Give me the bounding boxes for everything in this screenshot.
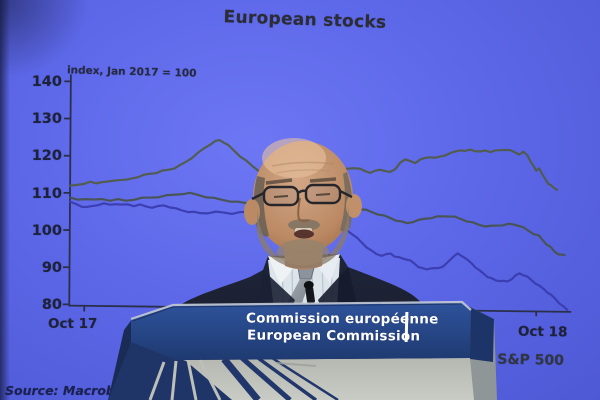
podium-navy-stripes [221, 356, 339, 400]
chin-beard [277, 239, 329, 265]
eye-right [315, 193, 331, 196]
podium-panel-seam [276, 362, 317, 367]
microphone-icon [303, 281, 315, 305]
screen-left-edge-shadow [0, 0, 10, 400]
y-tick-label: 90 [41, 259, 62, 276]
podium-sign-band [131, 302, 471, 360]
eyebrow-right [309, 177, 337, 183]
screen-corner-shadow [0, 0, 90, 80]
y-tick-label: 140 [31, 74, 62, 90]
y-tick-label: 130 [31, 111, 62, 128]
podium-stripe-fan [108, 342, 232, 400]
mustache [288, 219, 320, 231]
series-blue-line [68, 200, 569, 311]
y-tick-label: 120 [31, 148, 62, 165]
podium-sign-line2-en: European Commission [246, 327, 421, 345]
podium-gray-stripes [148, 359, 222, 400]
bald-crown-highlight [262, 138, 326, 178]
eyebrow-left [265, 178, 293, 185]
x-tick-oct17: Oct 17 [48, 316, 98, 332]
hair-right [340, 172, 353, 232]
y-tick-label: 80 [41, 297, 62, 313]
ear-left [244, 199, 260, 225]
chart-source-note: Source: Macrobond [5, 383, 142, 398]
forehead-crease-2 [275, 169, 331, 174]
podium-sign-line1-fr: Commission européenne [245, 310, 439, 328]
ear-right [346, 194, 362, 218]
podium-left-edge [108, 318, 133, 400]
y-tick-label: 100 [31, 222, 62, 239]
podium-top-edge-shadow [132, 303, 462, 322]
mouth-open [294, 229, 314, 239]
podium-top-edge-highlight [130, 300, 472, 321]
forehead-crease [271, 161, 335, 167]
eye-left [273, 195, 289, 198]
y-tick-label: 110 [31, 185, 62, 202]
nose [297, 197, 310, 223]
